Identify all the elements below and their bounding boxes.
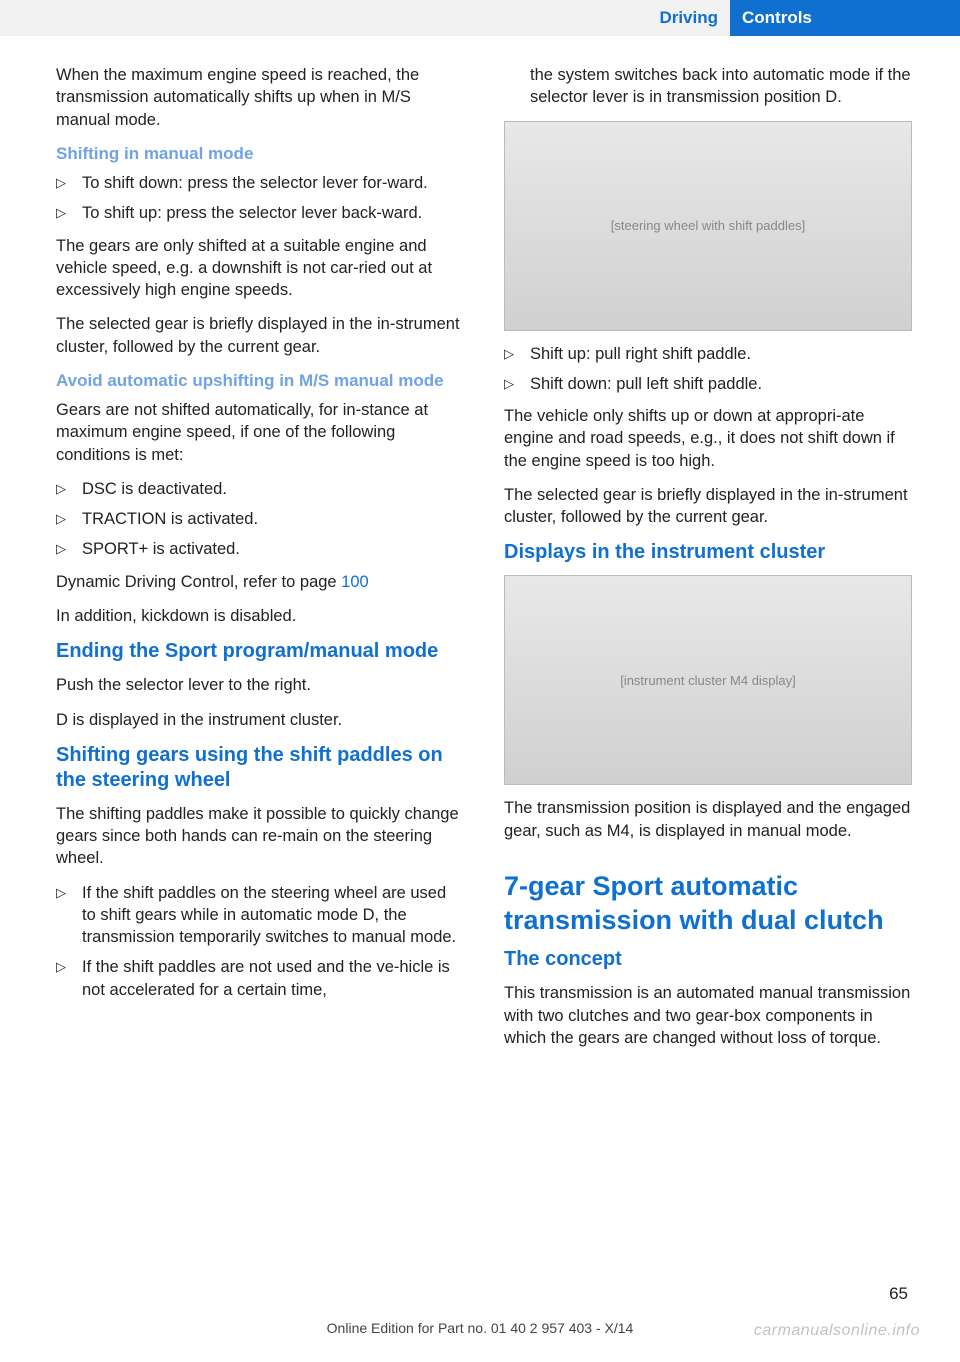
bullet-list: ▷ DSC is deactivated. ▷ TRACTION is acti…	[56, 478, 464, 561]
body-text: The vehicle only shifts up or down at ap…	[504, 405, 912, 472]
heading-the-concept: The concept	[504, 947, 912, 972]
body-text: The gears are only shifted at a suitable…	[56, 235, 464, 302]
bullet-icon: ▷	[504, 343, 530, 365]
figure-steering-wheel: [steering wheel with shift paddles]	[504, 121, 912, 331]
header-driving-label: Driving	[659, 8, 718, 28]
list-text: TRACTION is activated.	[82, 508, 464, 530]
list-item: ▷ If the shift paddles on the steering w…	[56, 882, 464, 949]
body-text: Gears are not shifted automatically, for…	[56, 399, 464, 466]
list-text: DSC is deactivated.	[82, 478, 464, 500]
body-text: D is displayed in the instrument cluster…	[56, 709, 464, 731]
heading-shifting-manual: Shifting in manual mode	[56, 143, 464, 164]
header-controls-label: Controls	[742, 8, 812, 28]
left-column: When the maximum engine speed is reached…	[56, 64, 464, 1061]
page-header: Driving Controls	[0, 0, 960, 36]
body-text: This transmission is an automated manual…	[504, 982, 912, 1049]
list-item: ▷ DSC is deactivated.	[56, 478, 464, 500]
figure-instrument-cluster: [instrument cluster M4 display]	[504, 575, 912, 785]
body-text: In addition, kickdown is disabled.	[56, 605, 464, 627]
figure-placeholder-text: [steering wheel with shift paddles]	[611, 217, 805, 235]
list-item: ▷ Shift up: pull right shift paddle.	[504, 343, 912, 365]
list-text: SPORT+ is activated.	[82, 538, 464, 560]
list-text: If the shift paddles are not used and th…	[82, 956, 464, 1001]
content-area: When the maximum engine speed is reached…	[0, 36, 960, 1061]
list-text: If the shift paddles on the steering whe…	[82, 882, 464, 949]
bullet-icon: ▷	[56, 956, 82, 1001]
list-text: To shift up: press the selector lever ba…	[82, 202, 464, 224]
bullet-icon: ▷	[56, 882, 82, 949]
body-text: Push the selector lever to the right.	[56, 674, 464, 696]
page: Driving Controls When the maximum engine…	[0, 0, 960, 1362]
bullet-icon: ▷	[56, 202, 82, 224]
page-number: 65	[889, 1284, 908, 1304]
bullet-list: ▷ If the shift paddles on the steering w…	[56, 882, 464, 1001]
right-column: the system switches back into automatic …	[504, 64, 912, 1061]
body-text: the system switches back into automatic …	[504, 64, 912, 109]
bullet-icon: ▷	[56, 172, 82, 194]
list-item: ▷ If the shift paddles are not used and …	[56, 956, 464, 1001]
heading-ending-sport: Ending the Sport program/manual mode	[56, 639, 464, 664]
body-text: The transmission position is displayed a…	[504, 797, 912, 842]
text-fragment: Dynamic Driving Control, refer to page	[56, 573, 341, 591]
bullet-list: ▷ Shift up: pull right shift paddle. ▷ S…	[504, 343, 912, 396]
bullet-icon: ▷	[56, 508, 82, 530]
bullet-icon: ▷	[56, 478, 82, 500]
heading-avoid-upshift: Avoid automatic upshifting in M/S manual…	[56, 370, 464, 391]
list-item: ▷ To shift up: press the selector lever …	[56, 202, 464, 224]
heading-shift-paddles: Shifting gears using the shift paddles o…	[56, 743, 464, 793]
header-chapter-label: Controls	[730, 0, 960, 36]
list-text: Shift up: pull right shift paddle.	[530, 343, 912, 365]
bullet-icon: ▷	[504, 373, 530, 395]
list-item: ▷ To shift down: press the selector leve…	[56, 172, 464, 194]
page-link-100[interactable]: 100	[341, 573, 369, 591]
body-text: When the maximum engine speed is reached…	[56, 64, 464, 131]
watermark-text: carmanualsonline.info	[754, 1322, 920, 1340]
list-text: To shift down: press the selector lever …	[82, 172, 464, 194]
list-item: ▷ SPORT+ is activated.	[56, 538, 464, 560]
bullet-icon: ▷	[56, 538, 82, 560]
list-item: ▷ Shift down: pull left shift paddle.	[504, 373, 912, 395]
body-text: The selected gear is briefly displayed i…	[56, 313, 464, 358]
list-text: Shift down: pull left shift paddle.	[530, 373, 912, 395]
figure-placeholder-text: [instrument cluster M4 display]	[620, 672, 796, 690]
heading-7gear-transmission: 7-gear Sport automatic transmission with…	[504, 870, 912, 938]
body-text: The selected gear is briefly displayed i…	[504, 484, 912, 529]
body-text: Dynamic Driving Control, refer to page 1…	[56, 571, 464, 593]
heading-displays-cluster: Displays in the instrument cluster	[504, 540, 912, 565]
header-section-label: Driving	[0, 0, 730, 36]
body-text: The shifting paddles make it possible to…	[56, 803, 464, 870]
bullet-list: ▷ To shift down: press the selector leve…	[56, 172, 464, 225]
list-item: ▷ TRACTION is activated.	[56, 508, 464, 530]
